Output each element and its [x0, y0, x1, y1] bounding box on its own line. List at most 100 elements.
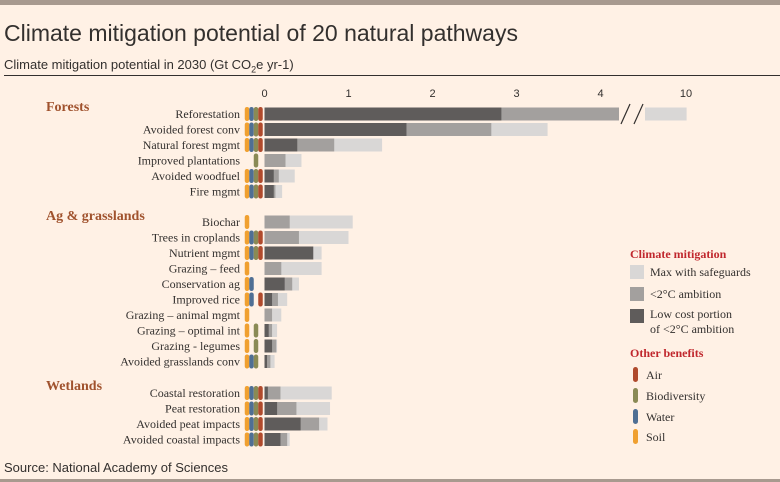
- bar-lowcost-coastal-restoration: [264, 386, 268, 400]
- legend-pill-biodiversity: [633, 388, 638, 403]
- bar-lowcost-nutrient-mgmt: [264, 246, 314, 260]
- plot-area: 0 1 2 3 4 10 Forests Reforestation Avoided fores…: [46, 88, 692, 447]
- bar-ambition-grazing-animal-mgmt: [264, 308, 273, 322]
- benefit-biodiversity-avoided-forest-conv: [253, 122, 259, 137]
- category-label-natural-forest-mgmt: Natural forest mgmt: [143, 138, 241, 152]
- benefit-water-avoided-woodfuel: [249, 169, 254, 183]
- benefit-water-improved-rice: [249, 292, 254, 307]
- source-note: Source: National Academy of Sciences: [4, 460, 229, 475]
- legend-label-soil: Soil: [646, 430, 666, 444]
- benefit-air-nutrient-mgmt: [258, 246, 263, 260]
- chart-canvas: 0 1 2 3 4 10 Forests Reforestation Avoided fores…: [46, 88, 751, 447]
- bar-lowcost-avoided-woodfuel: [264, 169, 274, 183]
- benefit-soil-natural-forest-mgmt: [244, 138, 250, 152]
- bar-lowcost-reforestation: [264, 107, 502, 121]
- bar-lowcost-fire-mgmt: [264, 185, 274, 198]
- category-label-avoided-peat-impacts: Avoided peat impacts: [136, 417, 240, 431]
- benefit-soil-avoided-forest-conv: [244, 122, 250, 137]
- bar-ambition-improved-plantations: [264, 154, 286, 167]
- axis-break-gap: [619, 103, 645, 125]
- benefit-soil-grazing-feed: [244, 261, 250, 276]
- benefit-soil-fire-mgmt: [244, 184, 250, 199]
- benefit-water-coastal-restoration: [249, 386, 254, 400]
- subtitle-tail: e yr-1): [256, 57, 294, 72]
- legend-heading-benefits: Other benefits: [630, 346, 704, 360]
- benefit-soil-conservation-ag: [244, 277, 250, 291]
- category-label-fire-mgmt: Fire mgmt: [190, 185, 241, 199]
- category-label-improved-plantations: Improved plantations: [138, 154, 241, 168]
- benefit-biodiversity-grazing-legumes: [253, 339, 259, 353]
- bar-lowcost-peat-restoration: [264, 402, 278, 415]
- category-label-peat-restoration: Peat restoration: [165, 402, 240, 416]
- benefit-soil-improved-rice: [244, 292, 250, 307]
- chart-title: Climate mitigation potential of 20 natur…: [4, 20, 518, 46]
- tick-label-1: 1: [345, 88, 351, 100]
- benefit-biodiversity-avoided-grasslands-conv: [253, 354, 259, 369]
- legend-swatch-lowcost: [630, 309, 644, 323]
- benefit-water-conservation-ag: [249, 277, 254, 291]
- benefit-soil-avoided-peat-impacts: [244, 417, 250, 431]
- category-label-grazing-optimal-int: Grazing – optimal int: [137, 324, 241, 338]
- benefit-air-improved-rice: [258, 292, 263, 307]
- category-label-grazing-animal-mgmt: Grazing – animal mgmt: [126, 308, 241, 322]
- legend-pill-air: [633, 367, 638, 382]
- benefit-soil-trees-in-croplands: [244, 230, 250, 245]
- benefit-air-avoided-coastal-impacts: [258, 432, 263, 447]
- benefit-soil-avoided-woodfuel: [244, 169, 250, 183]
- benefit-water-fire-mgmt: [249, 184, 254, 199]
- legend-heading-mitigation: Climate mitigation: [630, 247, 727, 261]
- benefit-biodiversity-improved-plantations: [253, 153, 259, 168]
- benefit-soil-nutrient-mgmt: [244, 246, 250, 260]
- category-label-biochar: Biochar: [202, 215, 240, 229]
- category-label-avoided-grasslands-conv: Avoided grasslands conv: [120, 355, 240, 369]
- legend-label-ambition: <2°C ambition: [650, 287, 721, 301]
- legend: Climate mitigation Max with safeguards <2°…: [630, 247, 751, 444]
- category-label-reforestation: Reforestation: [175, 107, 240, 121]
- benefit-air-trees-in-croplands: [258, 230, 263, 245]
- legend-pill-water: [633, 409, 638, 424]
- benefit-biodiversity-trees-in-croplands: [253, 230, 259, 245]
- benefit-biodiversity-nutrient-mgmt: [253, 246, 259, 260]
- benefit-water-avoided-peat-impacts: [249, 417, 254, 431]
- category-label-nutrient-mgmt: Nutrient mgmt: [169, 246, 241, 260]
- benefit-biodiversity-avoided-peat-impacts: [253, 417, 259, 431]
- benefit-soil-biochar: [244, 215, 250, 229]
- benefit-water-peat-restoration: [249, 401, 254, 416]
- category-label-grazing-feed: Grazing – feed: [169, 262, 240, 276]
- benefit-biodiversity-coastal-restoration: [253, 386, 259, 400]
- bar-lowcost-avoided-forest-conv: [264, 123, 407, 136]
- benefit-biodiversity-natural-forest-mgmt: [253, 138, 259, 152]
- legend-label-biodiversity: Biodiversity: [646, 389, 705, 403]
- bar-lowcost-avoided-grasslands-conv: [264, 355, 268, 368]
- bar-lowcost-grazing-legumes: [264, 339, 273, 353]
- benefit-water-natural-forest-mgmt: [249, 138, 254, 152]
- benefit-air-avoided-forest-conv: [258, 122, 263, 137]
- benefit-soil-coastal-restoration: [244, 386, 250, 400]
- benefit-biodiversity-grazing-optimal-int: [253, 323, 259, 338]
- bar-ambition-avoided-grasslands-conv: [264, 355, 271, 368]
- tick-label-2: 2: [429, 88, 435, 100]
- benefit-air-avoided-woodfuel: [258, 169, 263, 183]
- category-label-avoided-woodfuel: Avoided woodfuel: [151, 169, 240, 183]
- benefit-soil-grazing-optimal-int: [244, 323, 250, 338]
- tick-label-4: 4: [597, 88, 603, 100]
- bar-ambition-grazing-feed: [264, 262, 282, 275]
- group-label-forests: Forests: [46, 100, 90, 115]
- bar-lowcost-improved-rice: [264, 293, 273, 306]
- category-label-coastal-restoration: Coastal restoration: [150, 386, 240, 400]
- legend-label-max: Max with safeguards: [650, 265, 751, 279]
- benefit-biodiversity-peat-restoration: [253, 401, 259, 416]
- legend-pill-soil: [633, 429, 638, 444]
- legend-swatch-max: [630, 265, 644, 279]
- benefit-soil-reforestation: [244, 107, 250, 121]
- bar-lowcost-avoided-peat-impacts: [264, 417, 301, 431]
- group-label-ag-grasslands: Ag & grasslands: [46, 209, 145, 224]
- benefit-water-nutrient-mgmt: [249, 246, 254, 260]
- top-accent-bar: [0, 0, 780, 5]
- benefit-soil-avoided-coastal-impacts: [244, 432, 250, 447]
- benefit-air-coastal-restoration: [258, 386, 263, 400]
- bar-ambition-coastal-restoration: [264, 386, 281, 400]
- benefit-biodiversity-fire-mgmt: [253, 184, 259, 199]
- subtitle-text: Climate mitigation potential in 2030 (Gt…: [4, 57, 252, 72]
- benefit-air-natural-forest-mgmt: [258, 138, 263, 152]
